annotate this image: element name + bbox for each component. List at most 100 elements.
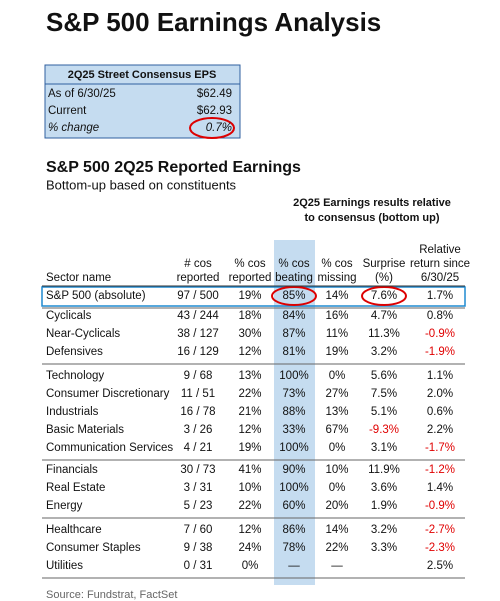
sector-name: Basic Materials [46, 424, 124, 436]
cell: 1.1% [427, 370, 453, 382]
cell: 12% [238, 524, 261, 536]
cell: 20% [325, 500, 348, 512]
column-header: % cos [321, 258, 353, 270]
table-subtitle: Bottom-up based on constituents [46, 177, 237, 192]
cell: 0% [329, 482, 346, 494]
cell: 3.6% [371, 482, 397, 494]
sector-name: Financials [46, 464, 98, 476]
cell: 38 / 127 [177, 328, 219, 340]
cell: 21% [238, 406, 261, 418]
cell: 67% [325, 424, 348, 436]
cell: 1.7% [427, 290, 453, 302]
cell: 10% [325, 464, 348, 476]
cell: 30 / 73 [180, 464, 215, 476]
eps-label: Current [48, 105, 87, 117]
column-header: % cos [278, 258, 310, 270]
cell: 2.0% [427, 388, 453, 400]
eps-box [44, 64, 241, 139]
cell: 24% [238, 542, 261, 554]
cell: 18% [238, 310, 261, 322]
cell: 2.2% [427, 424, 453, 436]
cell: 3.2% [371, 346, 397, 358]
cell: 3 / 31 [184, 482, 213, 494]
sector-name: Real Estate [46, 482, 105, 494]
row-box [41, 286, 466, 307]
cell: 19% [238, 290, 261, 302]
cell: 11.3% [368, 328, 400, 340]
cell: — [331, 560, 343, 572]
eps-value: $62.49 [197, 88, 232, 100]
column-header: 6/30/25 [421, 272, 459, 284]
cell: 43 / 244 [177, 310, 219, 322]
group-header: 2Q25 Earnings results relative [293, 197, 451, 209]
cell: 60% [282, 500, 305, 512]
cell: 19% [325, 346, 348, 358]
cell: -1.7% [425, 442, 455, 454]
cell: 97 / 500 [177, 290, 219, 302]
sector-name: Utilities [46, 560, 83, 572]
column-header: (%) [375, 272, 393, 284]
cell: 16 / 78 [180, 406, 215, 418]
eps-value: 0.7% [206, 122, 232, 134]
cell: -0.9% [425, 328, 455, 340]
column-header: # cos [184, 258, 212, 270]
cell: -2.7% [425, 524, 455, 536]
sector-name: Technology [46, 370, 104, 382]
cell: — [288, 560, 300, 572]
column-header: missing [318, 272, 357, 284]
cell: 3.1% [371, 442, 397, 454]
cell: 4 / 21 [184, 442, 213, 454]
cell: 14% [325, 290, 348, 302]
sector-name: Industrials [46, 406, 99, 418]
cell: -1.9% [425, 346, 455, 358]
cell: 13% [325, 406, 348, 418]
column-header: beating [275, 272, 313, 284]
eps-value: $62.93 [197, 105, 232, 117]
cell: 0 / 31 [184, 560, 213, 572]
cell: 100% [279, 442, 308, 454]
cell: 4.7% [371, 310, 397, 322]
highlight [189, 117, 235, 139]
cell: 12% [238, 346, 261, 358]
table-title: S&P 500 2Q25 Reported Earnings [46, 159, 301, 176]
cell: 84% [282, 310, 305, 322]
cell: 1.9% [371, 500, 397, 512]
cell: 0% [329, 442, 346, 454]
cell: 22% [238, 500, 261, 512]
sector-name: Healthcare [46, 524, 102, 536]
cell: -1.2% [425, 464, 455, 476]
sector-name: Communication Services [46, 442, 173, 454]
cell: -9.3% [369, 424, 399, 436]
column-header: reported [229, 272, 272, 284]
cell: 5.6% [371, 370, 397, 382]
source: Source: Fundstrat, FactSet [46, 589, 177, 601]
sector-name: Consumer Staples [46, 542, 141, 554]
cell: 27% [325, 388, 348, 400]
cell: 13% [238, 370, 261, 382]
column-header: Relative [419, 244, 461, 256]
cell: 100% [279, 370, 308, 382]
cell: 78% [282, 542, 305, 554]
cell: 0% [242, 560, 259, 572]
cell: 10% [238, 482, 261, 494]
cell: 7.6% [371, 290, 397, 302]
cell: 19% [238, 442, 261, 454]
cell: 3.3% [371, 542, 397, 554]
sector-name: Defensives [46, 346, 103, 358]
cell: -2.3% [425, 542, 455, 554]
cell: 2.5% [427, 560, 453, 572]
sector-name: Cyclicals [46, 310, 92, 322]
cell: 33% [282, 424, 305, 436]
sector-name: Near-Cyclicals [46, 328, 120, 340]
cell: 86% [282, 524, 305, 536]
page-title: S&P 500 Earnings Analysis [46, 7, 381, 37]
cell: 9 / 38 [184, 542, 213, 554]
cell: -0.9% [425, 500, 455, 512]
cell: 90% [282, 464, 305, 476]
cell: 100% [279, 482, 308, 494]
cell: 73% [282, 388, 305, 400]
cell: 85% [282, 290, 305, 302]
column-header: return since [410, 258, 470, 270]
cell: 5 / 23 [184, 500, 213, 512]
